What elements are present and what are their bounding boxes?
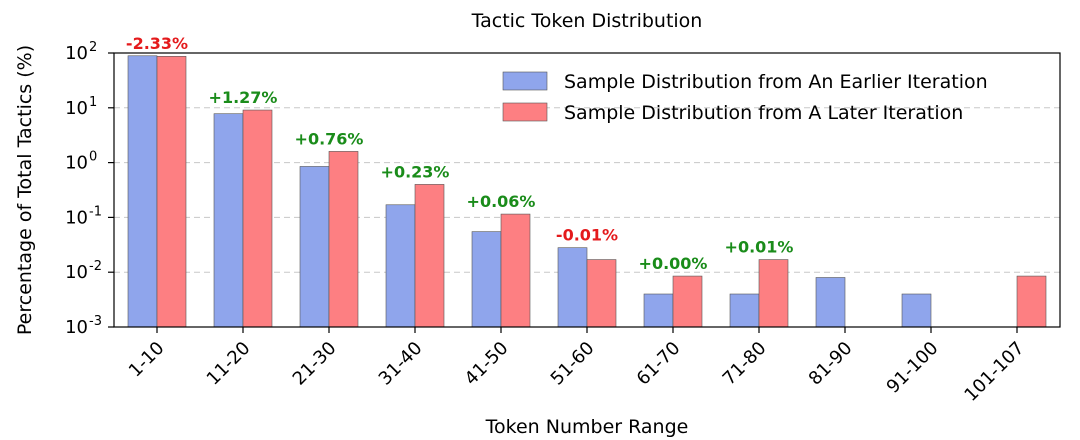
chart-title: Tactic Token Distribution xyxy=(471,10,703,32)
bar-earlier-51-60 xyxy=(557,247,588,328)
y-tick-exponent: 0 xyxy=(89,150,97,165)
x-tick-label: 21-30 xyxy=(289,338,341,390)
x-tick-label: 51-60 xyxy=(547,338,599,390)
y-tick-exponent: -1 xyxy=(89,204,102,219)
y-axis-label: Percentage of Total Tactics (%) xyxy=(14,45,36,335)
legend-label-later: Sample Distribution from A Later Iterati… xyxy=(564,102,963,124)
bar-later-11-20 xyxy=(242,109,273,328)
y-tick-label: 10 xyxy=(65,262,88,283)
bar-later-61-70 xyxy=(672,275,703,328)
y-tick-exponent: -3 xyxy=(89,314,102,329)
delta-label-71-80: +0.01% xyxy=(725,238,794,257)
x-tick-label: 41-50 xyxy=(461,338,513,390)
x-tick-label: 91-100 xyxy=(883,338,943,398)
delta-annotations: -2.33% +1.27% +0.76% +0.23% +0.06% -0.01% +0.0… xyxy=(126,34,794,273)
x-tick-label: 61-70 xyxy=(633,338,685,390)
x-tick-label: 71-80 xyxy=(719,338,771,390)
bar-later-71-80 xyxy=(758,259,789,328)
x-axis-label: Token Number Range xyxy=(485,416,689,438)
y-tick-label: 10 xyxy=(65,43,88,64)
delta-label-41-50: +0.06% xyxy=(467,192,536,211)
legend-swatch-earlier xyxy=(502,71,548,91)
bar-later-1-10 xyxy=(156,56,187,328)
y-tick-exponent: 2 xyxy=(89,40,97,55)
bar-later-31-40 xyxy=(414,184,445,328)
delta-label-11-20: +1.27% xyxy=(209,88,278,107)
bar-earlier-61-70 xyxy=(643,293,674,328)
bar-later-101-107 xyxy=(1016,275,1047,328)
delta-label-1-10: -2.33% xyxy=(126,34,188,53)
bar-earlier-11-20 xyxy=(213,113,244,328)
delta-label-21-30: +0.76% xyxy=(295,129,364,148)
y-tick-label: 10 xyxy=(65,207,88,228)
y-tick-exponent: -2 xyxy=(89,259,102,274)
bar-earlier-21-30 xyxy=(299,166,330,328)
legend: Sample Distribution from An Earlier Iter… xyxy=(502,71,988,124)
bar-earlier-71-80 xyxy=(729,293,760,328)
delta-label-31-40: +0.23% xyxy=(381,162,450,181)
bar-earlier-31-40 xyxy=(385,204,416,328)
bar-earlier-1-10 xyxy=(127,55,158,328)
bar-earlier-91-100 xyxy=(901,293,932,328)
x-tick-label: 1-10 xyxy=(125,338,169,382)
legend-label-earlier: Sample Distribution from An Earlier Iter… xyxy=(564,71,988,93)
y-tick-label: 10 xyxy=(65,98,88,119)
bar-later-21-30 xyxy=(328,151,359,328)
x-tick-label: 101-107 xyxy=(960,338,1028,406)
y-tick-label: 10 xyxy=(65,317,88,338)
x-tick-label: 11-20 xyxy=(203,338,255,390)
x-tick-label: 81-90 xyxy=(805,338,857,390)
delta-label-61-70: +0.00% xyxy=(639,254,708,273)
bar-later-41-50 xyxy=(500,213,531,328)
delta-label-51-60: -0.01% xyxy=(556,226,618,245)
y-tick-exponent: 1 xyxy=(89,95,97,110)
bar-later-51-60 xyxy=(586,259,617,328)
x-axis-ticks: 1-10 11-20 21-30 31-40 41-50 51-60 61-70 71-80 8… xyxy=(125,327,1029,406)
x-tick-label: 31-40 xyxy=(375,338,427,390)
y-tick-label: 10 xyxy=(65,153,88,174)
legend-swatch-later xyxy=(502,102,548,122)
bar-earlier-81-90 xyxy=(815,277,846,328)
bar-earlier-41-50 xyxy=(471,231,502,328)
